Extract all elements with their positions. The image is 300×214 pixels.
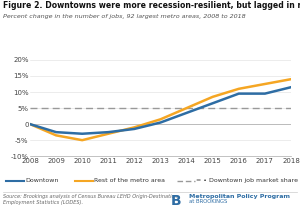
Text: Rest of the metro area: Rest of the metro area (94, 178, 166, 183)
Text: Downtown: Downtown (26, 178, 59, 183)
Text: at BROOKINGS: at BROOKINGS (189, 199, 227, 204)
Text: Percent change in the number of jobs, 92 largest metro areas, 2008 to 2018: Percent change in the number of jobs, 92… (3, 14, 246, 19)
Text: Metropolitan Policy Program: Metropolitan Policy Program (189, 194, 290, 199)
Text: Source: Brookings analysis of Census Bureau LEHD Origin-Destination
Employment S: Source: Brookings analysis of Census Bur… (3, 194, 178, 205)
Text: Figure 2. Downtowns were more recession-resilient, but lagged in recovery: Figure 2. Downtowns were more recession-… (3, 1, 300, 10)
Text: B: B (171, 194, 181, 208)
Text: = • Downtown job market share: = • Downtown job market share (196, 178, 298, 183)
